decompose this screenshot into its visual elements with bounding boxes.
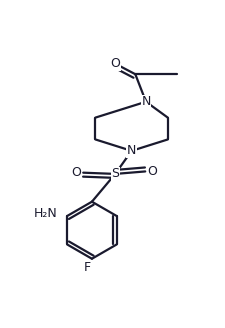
Text: O: O: [110, 57, 120, 70]
Text: O: O: [147, 165, 157, 178]
Text: O: O: [71, 166, 80, 179]
Text: H₂N: H₂N: [33, 207, 57, 220]
Text: N: N: [126, 144, 136, 157]
Text: F: F: [83, 261, 90, 274]
Text: S: S: [111, 167, 119, 180]
Text: N: N: [141, 95, 150, 108]
